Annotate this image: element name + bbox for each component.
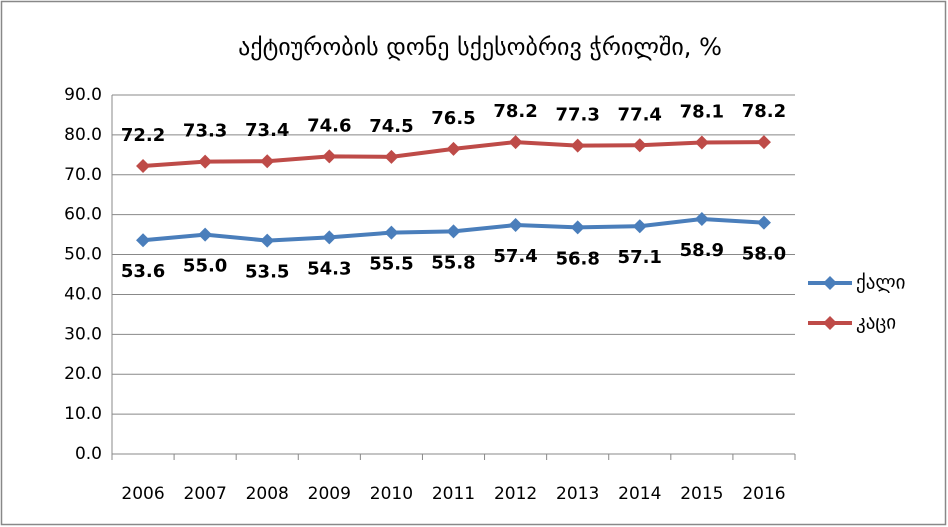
marker bbox=[570, 220, 585, 235]
x-tick-label: 2013 bbox=[556, 484, 599, 504]
data-label: 55.0 bbox=[183, 256, 227, 277]
data-label: 74.5 bbox=[369, 116, 413, 137]
marker bbox=[756, 135, 771, 150]
data-label: 53.5 bbox=[245, 262, 289, 283]
legend-marker bbox=[823, 276, 837, 290]
marker bbox=[508, 135, 523, 150]
data-label: 72.2 bbox=[121, 125, 165, 146]
y-tick-label: 60.0 bbox=[64, 205, 102, 225]
data-label: 57.1 bbox=[618, 247, 662, 268]
y-tick-label: 10.0 bbox=[64, 404, 102, 424]
marker bbox=[322, 149, 337, 164]
data-label: 78.2 bbox=[493, 101, 537, 122]
data-label: 73.4 bbox=[245, 120, 289, 141]
y-tick-label: 40.0 bbox=[64, 284, 102, 304]
data-label: 78.1 bbox=[680, 101, 724, 122]
legend-label: კაცი bbox=[856, 312, 896, 334]
data-label: 55.5 bbox=[369, 254, 413, 275]
data-label: 55.8 bbox=[431, 252, 475, 273]
marker bbox=[694, 212, 709, 227]
x-tick-label: 2006 bbox=[121, 484, 164, 504]
x-tick-label: 2007 bbox=[184, 484, 227, 504]
x-tick-label: 2008 bbox=[246, 484, 289, 504]
marker bbox=[136, 233, 151, 248]
data-label: 76.5 bbox=[431, 108, 475, 129]
marker bbox=[632, 219, 647, 234]
data-label: 57.4 bbox=[493, 246, 537, 267]
x-tick-label: 2011 bbox=[432, 484, 475, 504]
y-tick-label: 20.0 bbox=[64, 364, 102, 384]
y-tick-label: 0.0 bbox=[75, 444, 102, 464]
marker bbox=[446, 224, 461, 239]
marker bbox=[198, 227, 213, 242]
data-label: 58.0 bbox=[742, 244, 786, 265]
legend-marker bbox=[823, 316, 837, 330]
x-tick-label: 2010 bbox=[370, 484, 413, 504]
data-label: 56.8 bbox=[555, 248, 599, 269]
marker bbox=[136, 159, 151, 174]
legend-label: ქალი bbox=[856, 272, 905, 294]
marker bbox=[446, 141, 461, 156]
marker bbox=[632, 138, 647, 153]
marker bbox=[756, 215, 771, 230]
chart-title: აქტიურობის დონე სქესობრივ ჭრილში, % bbox=[238, 33, 722, 61]
marker bbox=[384, 225, 399, 240]
data-label: 58.9 bbox=[680, 240, 724, 261]
y-tick-label: 80.0 bbox=[64, 125, 102, 145]
marker bbox=[260, 233, 275, 248]
y-tick-label: 30.0 bbox=[64, 324, 102, 344]
marker bbox=[508, 218, 523, 233]
data-label: 78.2 bbox=[742, 101, 786, 122]
y-tick-label: 90.0 bbox=[64, 85, 102, 105]
marker bbox=[384, 149, 399, 164]
data-label: 54.3 bbox=[307, 258, 351, 279]
x-tick-label: 2009 bbox=[308, 484, 351, 504]
data-label: 77.4 bbox=[618, 104, 662, 125]
marker bbox=[322, 230, 337, 245]
y-tick-label: 50.0 bbox=[64, 245, 102, 265]
data-label: 73.3 bbox=[183, 121, 227, 142]
marker bbox=[570, 138, 585, 153]
marker bbox=[694, 135, 709, 150]
data-label: 77.3 bbox=[555, 105, 599, 126]
marker bbox=[260, 154, 275, 169]
data-label: 53.6 bbox=[121, 261, 165, 282]
x-tick-label: 2016 bbox=[742, 484, 785, 504]
marker bbox=[198, 154, 213, 169]
x-tick-label: 2012 bbox=[494, 484, 537, 504]
y-tick-label: 70.0 bbox=[64, 165, 102, 185]
x-tick-label: 2014 bbox=[618, 484, 661, 504]
x-tick-label: 2015 bbox=[680, 484, 723, 504]
data-label: 74.6 bbox=[307, 115, 351, 136]
